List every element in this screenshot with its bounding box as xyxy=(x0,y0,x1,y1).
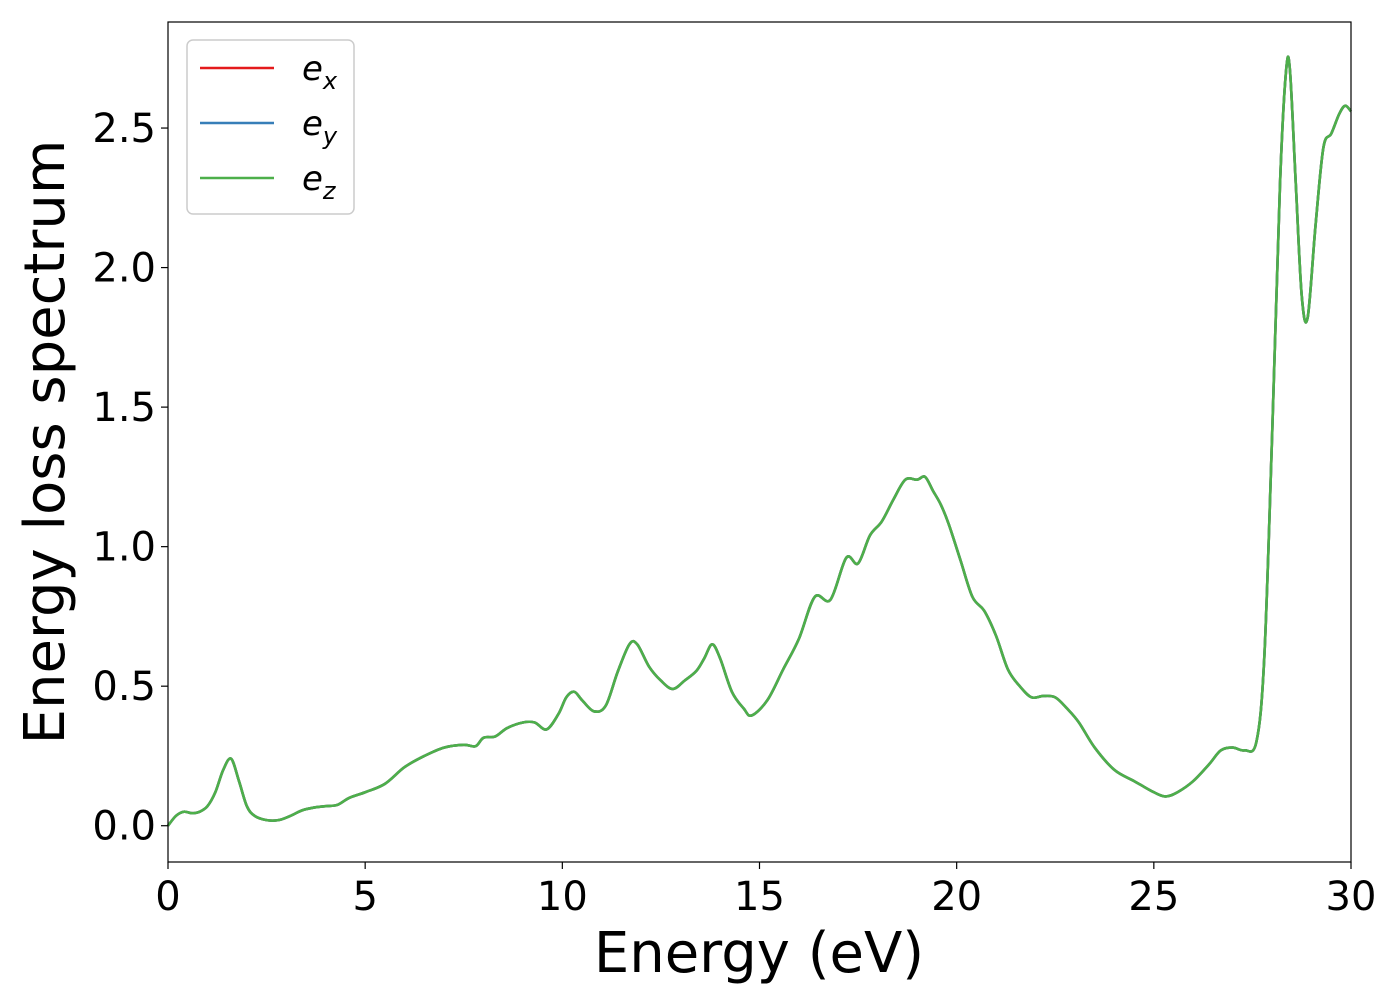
x-tick-label: 15 xyxy=(734,874,785,920)
x-tick-label: 0 xyxy=(155,874,180,920)
y-tick-label: 0.5 xyxy=(92,664,156,710)
series-line-ez xyxy=(166,55,1352,827)
series-layer xyxy=(166,55,1352,827)
x-tick-label: 30 xyxy=(1326,874,1377,920)
x-tick-label: 5 xyxy=(352,874,377,920)
x-axis-title: Energy (eV) xyxy=(594,921,924,986)
y-tick-label: 1.5 xyxy=(92,385,156,431)
legend-box xyxy=(186,39,355,215)
y-tick-label: 1.0 xyxy=(92,525,156,571)
y-tick-label: 0.0 xyxy=(92,804,156,850)
x-tick-label: 10 xyxy=(537,874,588,920)
y-axis-title: Energy loss spectrum xyxy=(13,140,78,745)
x-axis-ticks: 0 5 10 15 20 25 30 xyxy=(155,862,1376,920)
x-tick-label: 25 xyxy=(1128,874,1179,920)
y-tick-label: 2.5 xyxy=(92,106,156,152)
y-tick-label: 2.0 xyxy=(92,246,156,292)
y-axis-ticks: 0.0 0.5 1.0 1.5 2.0 2.5 xyxy=(92,106,168,850)
x-tick-label: 20 xyxy=(931,874,982,920)
